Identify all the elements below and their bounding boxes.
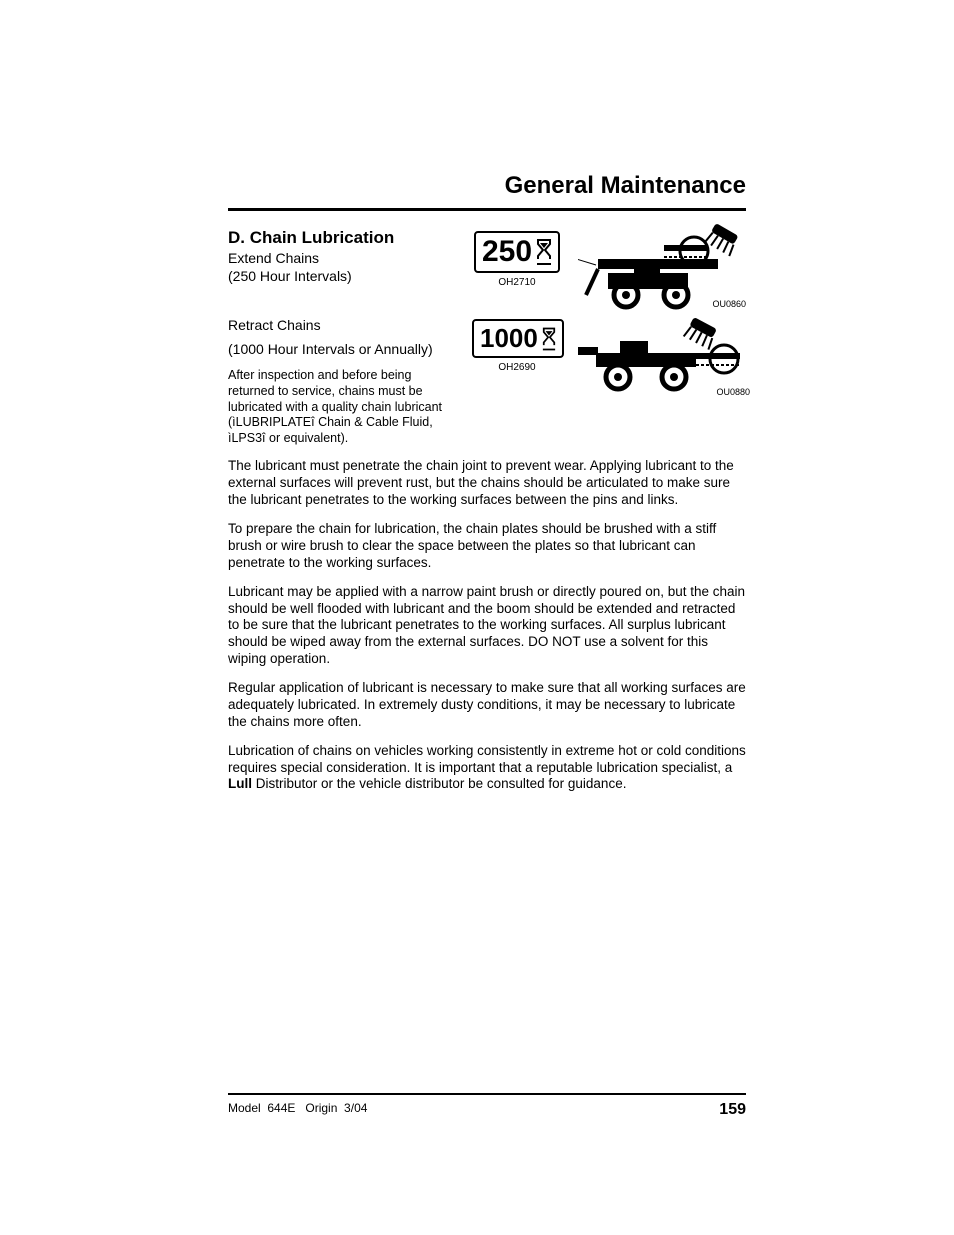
paragraph-5a: Lubrication of chains on vehicles workin…: [228, 743, 746, 775]
paragraph-5b: Distributor or the vehicle distributor b…: [252, 776, 626, 791]
page-title: General Maintenance: [228, 172, 746, 200]
page-number: 159: [719, 1101, 746, 1119]
extend-interval: (250 Hour Intervals): [228, 268, 456, 286]
paragraph-1: The lubricant must penetrate the chain j…: [228, 458, 746, 509]
paragraph-2: To prepare the chain for lubrication, th…: [228, 521, 746, 572]
interval-value-250: 250: [482, 235, 532, 269]
footer-rule: [228, 1093, 746, 1095]
lubricant-note: After inspection and before being return…: [228, 368, 456, 446]
vehicle-extended-code: OU0860: [712, 299, 746, 309]
retract-label: Retract Chains: [228, 317, 456, 335]
vehicle-retracted-code: OU0880: [716, 387, 750, 397]
hourglass-icon: [542, 327, 556, 351]
vehicle-extended-icon: OU0860: [578, 221, 748, 311]
extend-label: Extend Chains: [228, 250, 456, 268]
paragraph-3: Lubricant may be applied with a narrow p…: [228, 584, 746, 668]
interval-box-1000: 1000: [472, 319, 564, 358]
paragraph-4: Regular application of lubricant is nece…: [228, 680, 746, 731]
paragraph-5-bold: Lull: [228, 776, 252, 791]
interval-code-250: OH2710: [472, 277, 562, 288]
vehicle-retracted-icon: OU0880: [578, 317, 748, 407]
interval-box-250: 250: [474, 231, 560, 273]
hourglass-icon: [536, 239, 552, 265]
section-heading: D. Chain Lubrication: [228, 227, 456, 248]
interval-value-1000: 1000: [480, 323, 538, 354]
footer-model: Model 644E Origin 3/04: [228, 1101, 367, 1119]
figure-area: 250 OH2710 1000 OH2690: [468, 227, 746, 446]
retract-interval: (1000 Hour Intervals or Annually): [228, 341, 456, 359]
title-rule: [228, 208, 746, 211]
paragraph-5: Lubrication of chains on vehicles workin…: [228, 743, 746, 794]
interval-code-1000: OH2690: [472, 362, 562, 373]
